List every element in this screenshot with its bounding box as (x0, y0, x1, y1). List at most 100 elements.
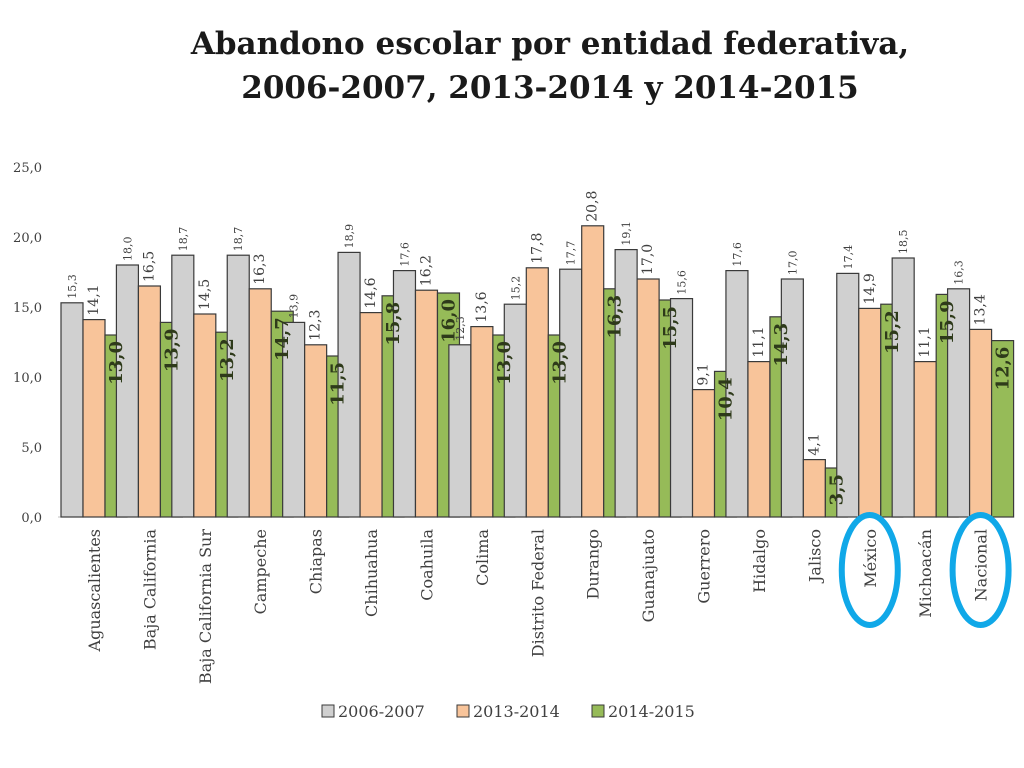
data-label-2014-2015: 15,9 (937, 300, 958, 344)
bar-2006-2007 (115, 264, 140, 518)
bar-2013-2014 (691, 389, 716, 518)
data-label-2006-2007: 18,7 (232, 227, 245, 252)
x-tick-label: Hidalgo (750, 529, 769, 593)
x-tick-label: Guanajuato (639, 529, 658, 622)
x-tick-label: Distrito Federal (528, 529, 547, 657)
bar-2013-2014 (137, 285, 162, 518)
chart-title-line-1: Abandono escolar por entidad federativa, (190, 26, 910, 62)
x-tick-label: México (861, 529, 880, 588)
x-tick-label: Aguascalientes (85, 529, 104, 652)
legend-label: 2013-2014 (473, 702, 560, 721)
data-label-2006-2007: 15,6 (676, 270, 689, 295)
y-tick-label: 5,0 (21, 441, 42, 456)
highlight-ellipse (838, 512, 901, 628)
bar-2013-2014 (636, 278, 660, 518)
bar-2013-2014 (82, 319, 106, 518)
data-label-2014-2015: 13,0 (549, 341, 570, 385)
bar-2013-2014 (248, 288, 272, 518)
data-label-2014-2015: 14,7 (272, 317, 293, 361)
y-tick-label: 20,0 (13, 231, 42, 246)
bar-2013-2014 (525, 267, 549, 518)
data-label-2013-2014: 13,6 (474, 291, 490, 322)
data-label-2006-2007: 17,7 (565, 241, 578, 266)
data-label-2013-2014: 9,1 (696, 363, 712, 385)
x-tick-label: Coahuila (417, 529, 436, 601)
data-label-2013-2014: 16,3 (252, 254, 268, 285)
x-tick-label: Michoacán (916, 529, 935, 618)
bar-2006-2007 (559, 268, 583, 518)
data-label-2006-2007: 17,0 (786, 251, 799, 276)
bar-2006-2007 (226, 254, 250, 518)
bar-2006-2007 (780, 278, 804, 518)
legend-label: 2014-2015 (608, 702, 695, 721)
data-label-2013-2014: 12,3 (308, 310, 324, 341)
bar-2013-2014 (747, 361, 771, 518)
data-label-2006-2007: 15,2 (509, 276, 522, 301)
data-label-2013-2014: 14,9 (862, 273, 878, 304)
data-label-2014-2015: 11,5 (328, 362, 349, 406)
legend-label: 2006-2007 (338, 702, 425, 721)
legend: 2006-2007 2013-2014 2014-2015 (321, 702, 695, 721)
data-label-2014-2015: 13,0 (494, 341, 515, 385)
data-label-2014-2015: 14,3 (771, 323, 792, 367)
data-label-2006-2007: 17,6 (731, 242, 744, 267)
bar-2013-2014 (858, 307, 882, 518)
data-label-2006-2007: 15,3 (66, 274, 79, 299)
bar-2006-2007 (891, 257, 915, 518)
data-label-2013-2014: 4,1 (806, 433, 822, 455)
bar-2006-2007 (503, 303, 527, 518)
x-tick-label: Chiapas (307, 529, 326, 594)
bar-2006-2007 (171, 254, 195, 518)
data-label-2006-2007: 16,3 (953, 260, 966, 285)
x-tick-label: Baja California (140, 529, 159, 651)
data-label-2014-2015: 3,5 (826, 474, 847, 505)
chart-title: Abandono escolar por entidad federativa,… (0, 22, 1024, 110)
legend-swatch (456, 704, 470, 718)
bar-2013-2014 (359, 312, 383, 518)
data-label-2006-2007: 18,0 (121, 237, 134, 262)
data-label-2014-2015: 15,2 (882, 310, 903, 354)
x-tick-label: Colima (473, 529, 492, 586)
data-label-2013-2014: 11,1 (751, 326, 767, 357)
legend-swatch (591, 704, 605, 718)
x-tick-label: Campeche (251, 529, 270, 614)
data-label-group: 15,3 14,1 13,0 18,0 16,5 13,9 18,7 14,5 13,2 18,7… (66, 191, 1014, 506)
data-label-2013-2014: 13,4 (973, 294, 989, 325)
bar-2013-2014 (414, 289, 439, 518)
data-label-2014-2015: 13,0 (106, 341, 127, 385)
bar-2006-2007 (448, 344, 472, 518)
y-tick-label: 25,0 (13, 161, 42, 176)
data-label-2013-2014: 17,8 (529, 233, 545, 264)
data-label-2014-2015: 16,0 (438, 299, 459, 343)
bar-2013-2014 (913, 361, 937, 518)
data-label-2006-2007: 18,7 (177, 227, 190, 252)
data-label-2013-2014: 14,6 (363, 277, 379, 308)
data-label-2013-2014: 17,0 (640, 244, 656, 275)
x-tick-label: Durango (584, 529, 603, 600)
data-label-2014-2015: 10,4 (716, 377, 737, 421)
bar-2006-2007 (60, 302, 84, 518)
data-label-2014-2015: 12,6 (993, 347, 1014, 391)
bar-2013-2014 (304, 344, 328, 518)
data-label-2014-2015: 15,8 (383, 302, 404, 346)
data-label-2013-2014: 16,2 (418, 255, 434, 286)
bar-2013-2014 (968, 328, 993, 518)
x-tick-label: Nacional (972, 529, 991, 601)
bar-2013-2014 (193, 313, 217, 518)
x-tick-label: Guerrero (695, 529, 714, 604)
data-label-2014-2015: 13,9 (161, 328, 182, 372)
legend-swatch (321, 704, 335, 718)
data-label-2013-2014: 11,1 (917, 326, 933, 357)
chart-title-line-2: 2006-2007, 2013-2014 y 2014-2015 (241, 70, 859, 106)
data-label-2006-2007: 18,5 (897, 230, 910, 255)
x-tick-label: Jalisco (805, 529, 824, 584)
data-label-2013-2014: 20,8 (585, 191, 601, 222)
x-tick-label: Chihuahua (362, 529, 381, 617)
bar-2006-2007 (614, 249, 638, 518)
highlight-group (838, 512, 1012, 628)
highlight-ellipse (949, 512, 1012, 628)
data-label-2006-2007: 17,6 (398, 242, 411, 267)
data-label-2013-2014: 14,5 (197, 279, 213, 310)
data-label-2014-2015: 13,2 (217, 338, 238, 382)
